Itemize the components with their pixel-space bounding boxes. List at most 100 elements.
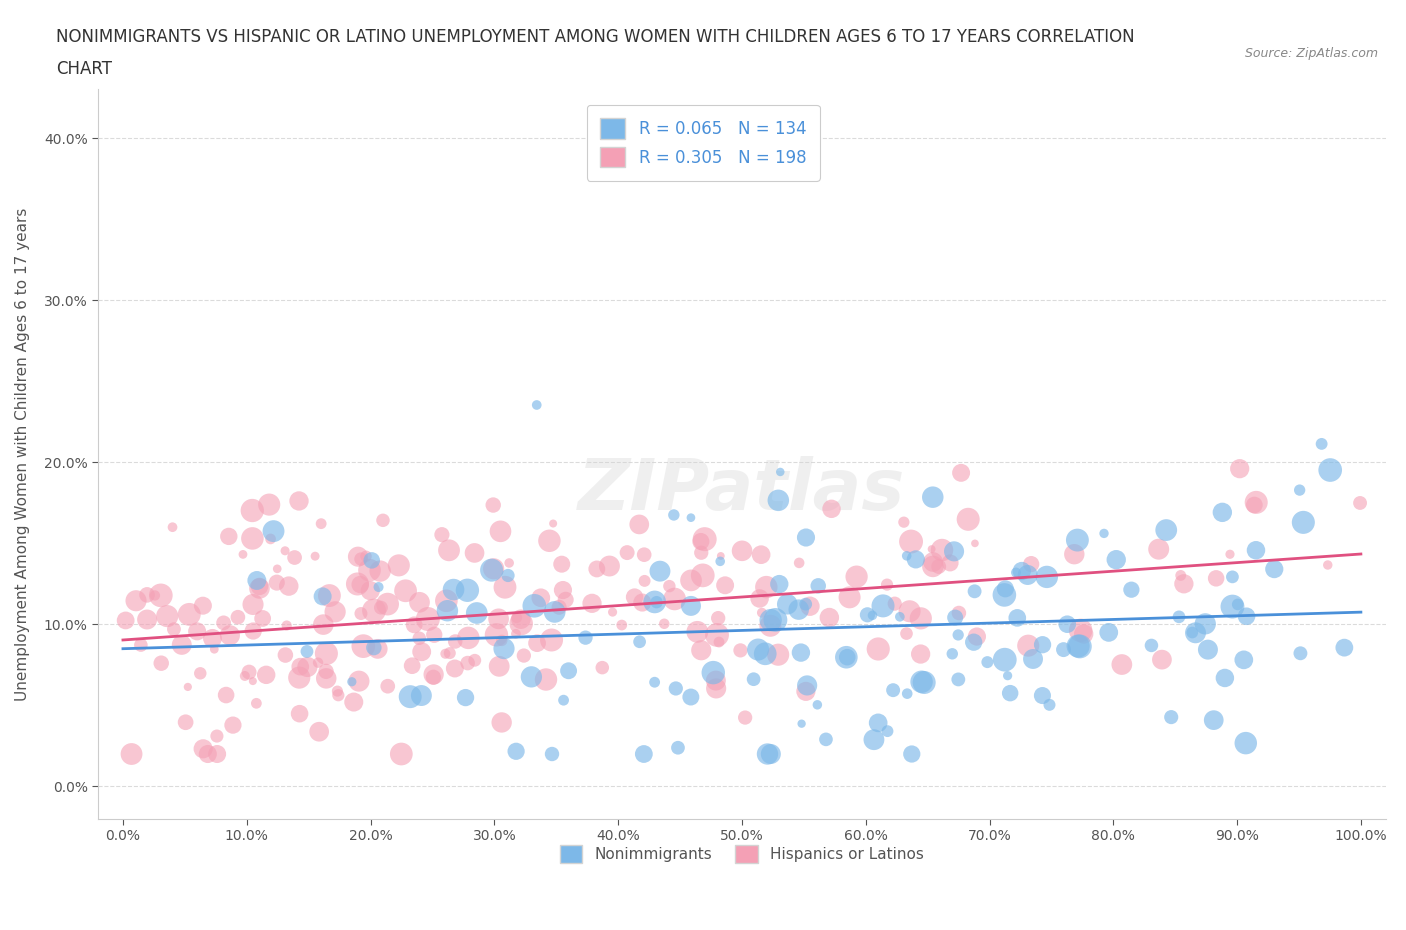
Point bbox=[408, 595, 430, 610]
Point bbox=[340, 674, 363, 689]
Point bbox=[763, 613, 786, 628]
Point bbox=[950, 465, 973, 480]
Point bbox=[616, 545, 638, 560]
Point bbox=[347, 673, 370, 688]
Point bbox=[702, 665, 724, 680]
Point bbox=[806, 698, 828, 712]
Point bbox=[790, 645, 813, 660]
Point bbox=[263, 524, 285, 538]
Point bbox=[307, 656, 329, 671]
Point bbox=[591, 660, 613, 675]
Point bbox=[889, 609, 911, 624]
Point bbox=[633, 574, 655, 589]
Point bbox=[794, 684, 817, 698]
Point bbox=[921, 541, 943, 556]
Point bbox=[226, 610, 249, 625]
Point bbox=[658, 578, 681, 593]
Point bbox=[997, 669, 1019, 684]
Point bbox=[679, 511, 702, 525]
Point bbox=[423, 628, 446, 643]
Point bbox=[1244, 543, 1267, 558]
Point bbox=[288, 671, 311, 685]
Point bbox=[368, 564, 391, 578]
Point bbox=[238, 665, 260, 680]
Point bbox=[266, 562, 288, 577]
Point bbox=[681, 573, 703, 588]
Point bbox=[1160, 710, 1182, 724]
Point bbox=[912, 675, 935, 690]
Point bbox=[1066, 533, 1088, 548]
Point bbox=[1263, 562, 1285, 577]
Point bbox=[1031, 688, 1053, 703]
Point bbox=[652, 617, 675, 631]
Point bbox=[1092, 526, 1115, 541]
Point bbox=[202, 642, 225, 657]
Point bbox=[941, 646, 963, 661]
Point bbox=[790, 716, 813, 731]
Point bbox=[311, 589, 333, 604]
Point bbox=[360, 553, 382, 568]
Point bbox=[326, 684, 349, 698]
Point bbox=[513, 648, 536, 663]
Point bbox=[163, 622, 186, 637]
Point bbox=[928, 559, 950, 574]
Point bbox=[769, 464, 792, 479]
Point bbox=[1229, 461, 1251, 476]
Point bbox=[257, 498, 280, 512]
Point bbox=[751, 605, 773, 620]
Point bbox=[491, 715, 513, 730]
Point bbox=[768, 577, 790, 591]
Point bbox=[1333, 640, 1355, 655]
Point bbox=[602, 604, 624, 619]
Point bbox=[347, 550, 370, 565]
Point bbox=[794, 530, 817, 545]
Point bbox=[904, 551, 927, 566]
Point bbox=[835, 650, 858, 665]
Point bbox=[837, 650, 859, 665]
Point bbox=[312, 618, 335, 632]
Point bbox=[1222, 599, 1244, 614]
Point bbox=[1036, 569, 1059, 584]
Point bbox=[430, 527, 453, 542]
Point bbox=[896, 686, 918, 701]
Point bbox=[759, 747, 782, 762]
Point bbox=[482, 498, 505, 512]
Point bbox=[856, 607, 879, 622]
Point bbox=[191, 598, 214, 613]
Point bbox=[766, 647, 789, 662]
Point bbox=[1067, 639, 1090, 654]
Point bbox=[1319, 462, 1341, 477]
Point bbox=[994, 652, 1017, 667]
Point bbox=[1063, 547, 1085, 562]
Point bbox=[1184, 625, 1206, 640]
Point bbox=[491, 633, 513, 648]
Point bbox=[943, 610, 966, 625]
Point bbox=[394, 583, 416, 598]
Point bbox=[485, 628, 508, 643]
Point bbox=[212, 616, 235, 631]
Point bbox=[623, 590, 645, 604]
Point bbox=[523, 598, 546, 613]
Point bbox=[186, 624, 208, 639]
Point bbox=[976, 655, 998, 670]
Text: NONIMMIGRANTS VS HISPANIC OR LATINO UNEMPLOYMENT AMONG WOMEN WITH CHILDREN AGES : NONIMMIGRANTS VS HISPANIC OR LATINO UNEM… bbox=[56, 28, 1135, 46]
Point bbox=[994, 581, 1017, 596]
Point bbox=[1181, 625, 1204, 640]
Point bbox=[787, 602, 810, 617]
Point bbox=[551, 582, 574, 597]
Point bbox=[359, 563, 381, 578]
Point bbox=[633, 747, 655, 762]
Point bbox=[896, 549, 918, 564]
Point bbox=[730, 643, 752, 658]
Point bbox=[553, 693, 575, 708]
Point bbox=[309, 516, 332, 531]
Point bbox=[534, 672, 557, 687]
Point bbox=[544, 604, 567, 619]
Point bbox=[664, 591, 686, 606]
Point bbox=[921, 559, 943, 574]
Point bbox=[581, 596, 603, 611]
Point bbox=[439, 645, 461, 660]
Point bbox=[1213, 671, 1236, 685]
Point bbox=[943, 544, 966, 559]
Point bbox=[598, 559, 620, 574]
